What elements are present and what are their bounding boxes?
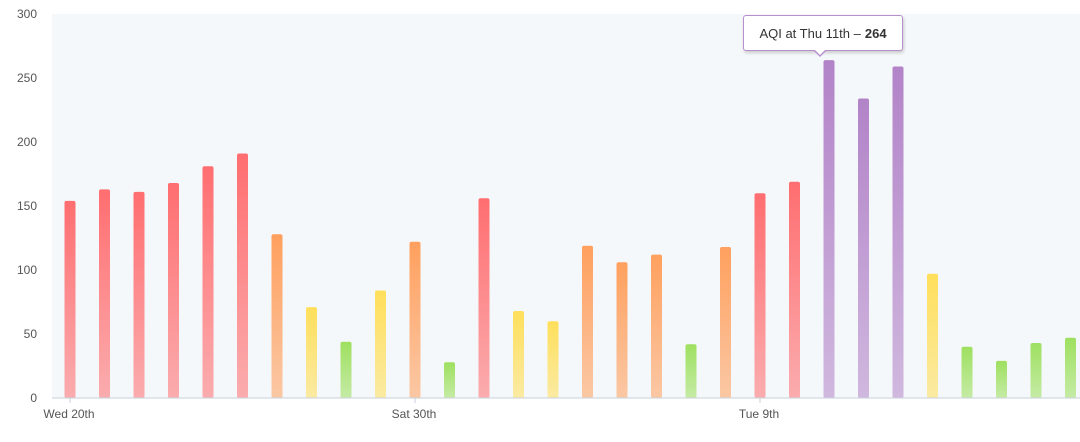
- bar[interactable]: [582, 245, 593, 398]
- bar[interactable]: [64, 200, 76, 398]
- y-tick-label: 150: [17, 199, 37, 213]
- bar[interactable]: [961, 346, 973, 398]
- bar[interactable]: [823, 60, 835, 398]
- y-tick-label: 200: [17, 135, 37, 149]
- bar[interactable]: [858, 98, 869, 399]
- y-tick-label: 100: [17, 263, 37, 277]
- plot-background: [52, 14, 1080, 398]
- y-tick-label: 50: [24, 327, 38, 341]
- tooltip-text: AQI at Thu 11th –: [759, 25, 861, 41]
- bar[interactable]: [1065, 337, 1076, 398]
- x-axis: Wed 20th Sat 30th Tue 9th: [43, 398, 779, 421]
- bar[interactable]: [651, 254, 662, 398]
- y-tick-label: 0: [30, 391, 37, 405]
- x-tick-label: Tue 9th: [739, 407, 779, 421]
- bar[interactable]: [927, 273, 938, 398]
- y-axis: 0 50 100 150 200 250 300: [17, 7, 37, 405]
- bar[interactable]: [513, 311, 524, 398]
- bar[interactable]: [478, 198, 490, 398]
- bar[interactable]: [444, 362, 455, 398]
- tooltip-value: 264: [864, 25, 887, 41]
- bar[interactable]: [340, 341, 352, 398]
- bar[interactable]: [547, 321, 559, 398]
- tooltip: AQI at Thu 11th –264: [743, 15, 903, 57]
- tooltip-arrow-inner: [814, 49, 826, 55]
- bar[interactable]: [754, 193, 766, 398]
- bar[interactable]: [409, 241, 421, 398]
- bar[interactable]: [720, 247, 731, 398]
- bar[interactable]: [616, 262, 628, 398]
- bar[interactable]: [789, 181, 800, 398]
- bar[interactable]: [375, 290, 386, 399]
- bar[interactable]: [1030, 343, 1042, 398]
- bar[interactable]: [685, 344, 697, 398]
- bar[interactable]: [168, 183, 179, 398]
- bar[interactable]: [271, 234, 283, 398]
- bar[interactable]: [133, 191, 145, 398]
- bar[interactable]: [306, 307, 317, 398]
- bar[interactable]: [996, 360, 1007, 398]
- x-tick-label: Wed 20th: [43, 407, 94, 421]
- bar[interactable]: [892, 66, 904, 399]
- bar-series: [64, 60, 1076, 399]
- x-tick-label: Sat 30th: [392, 407, 437, 421]
- y-tick-label: 300: [17, 7, 37, 21]
- y-tick-label: 250: [17, 71, 37, 85]
- bar[interactable]: [202, 166, 214, 398]
- bar[interactable]: [99, 189, 110, 398]
- bar[interactable]: [237, 153, 248, 399]
